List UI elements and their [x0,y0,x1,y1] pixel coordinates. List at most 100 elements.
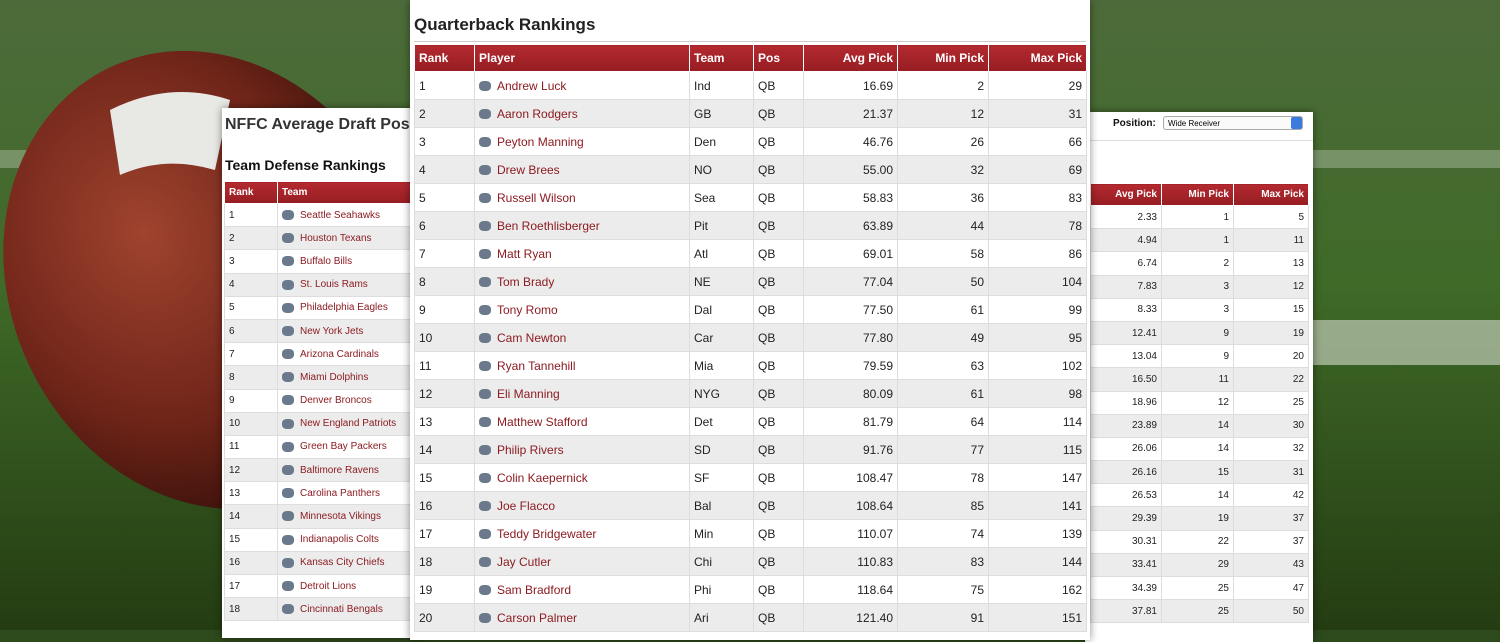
cell: 86 [988,239,1087,268]
name-link[interactable]: Colin Kaepernick [497,470,588,485]
name-link[interactable]: Peyton Manning [497,134,584,149]
name-link[interactable]: Detroit Lions [300,580,357,592]
table-row: 13.04 9 20 [1090,344,1309,369]
name-link[interactable]: Tom Brady [497,274,555,289]
table-row: 4 Drew Brees NO QB 55.00 32 69 [414,155,1087,184]
cell: 61 [897,379,989,408]
name-link[interactable]: Houston Texans [300,232,372,244]
cell: 69.01 [803,239,898,268]
column-header: Min Pick [897,44,989,72]
cell: 78 [897,463,989,492]
name-link[interactable]: Philip Rivers [497,442,564,457]
table-row: 26.53 14 42 [1090,483,1309,508]
name-link[interactable]: Ben Roethlisberger [497,218,600,233]
cell: QB [753,575,804,604]
cell: 3 [1161,274,1234,299]
cell: QB [753,155,804,184]
name-link[interactable]: Ryan Tannehill [497,358,576,373]
cell: 25 [1161,575,1234,601]
name-link[interactable]: New England Patriots [300,418,397,430]
name-link[interactable]: Teddy Bridgewater [497,526,597,541]
cell: 3 [414,127,475,156]
name-link[interactable]: Baltimore Ravens [300,464,379,476]
cell: Houston Texans [277,226,415,251]
cell: NO [689,155,754,184]
table-row: 19 Sam Bradford Phi QB 118.64 75 162 [414,575,1087,604]
cell: 9 [1161,320,1234,346]
cell: 22 [1233,367,1309,392]
column-header: Avg Pick [1090,183,1162,206]
name-link[interactable]: Carson Palmer [497,610,578,625]
name-link[interactable]: Sam Bradford [497,582,572,597]
cell: QB [753,379,804,408]
table-row: 29.39 19 37 [1090,506,1309,531]
name-link[interactable]: St. Louis Rams [300,279,368,291]
name-link[interactable]: Kansas City Chiefs [300,557,385,569]
name-link[interactable]: Tony Romo [497,302,558,317]
cell: 98 [988,379,1087,408]
cell: Seattle Seahawks [277,202,415,228]
name-link[interactable]: Cam Newton [497,330,567,345]
cell: 19 [1161,506,1234,531]
cell: 17 [414,519,475,548]
cell: SD [689,435,754,464]
team-logo [282,557,294,568]
cell: QB [753,491,804,520]
team-logo [479,501,491,512]
team-logo [282,465,294,476]
name-link[interactable]: Eli Manning [497,386,560,401]
cell: 69 [988,155,1087,184]
table-row: 26.06 14 32 [1090,436,1309,462]
name-link[interactable]: Andrew Luck [497,78,567,93]
name-link[interactable]: Denver Broncos [300,395,372,407]
cell: 12 [897,99,989,128]
name-link[interactable]: Miami Dolphins [300,371,369,383]
cell: 55.00 [803,155,898,184]
divider [414,41,1086,42]
cell: 108.47 [803,463,898,492]
table-row: 1 Andrew Luck Ind QB 16.69 2 29 [414,71,1087,100]
name-link[interactable]: Matthew Stafford [497,414,588,429]
name-link[interactable]: Russell Wilson [497,190,576,205]
cell: 85 [897,491,989,520]
team-logo [479,193,491,204]
table-row: 6.74 2 13 [1090,251,1309,276]
name-link[interactable]: Carolina Panthers [300,487,381,499]
cell: 83 [897,547,989,576]
name-link[interactable]: New York Jets [300,325,364,337]
cell: 83 [988,183,1087,212]
cell: 13 [414,407,475,436]
name-link[interactable]: Green Bay Packers [300,441,387,453]
cell: 13 [224,481,278,506]
cell: 16 [224,550,278,576]
cell: Sam Bradford [474,575,690,604]
name-link[interactable]: Minnesota Vikings [300,511,381,523]
name-link[interactable]: Cincinnati Bengals [300,603,383,615]
table-row: 13 Carolina Panthers [224,481,415,506]
name-link[interactable]: Buffalo Bills [300,255,353,267]
name-link[interactable]: Indianapolis Colts [300,534,379,546]
cell: 5 [414,183,475,212]
name-link[interactable]: Arizona Cardinals [300,348,379,360]
cell: St. Louis Rams [277,272,415,297]
table-row: 16 Kansas City Chiefs [224,550,415,576]
name-link[interactable]: Jay Cutler [497,554,552,569]
cell: Baltimore Ravens [277,458,415,483]
position-select[interactable]: Wide Receiver [1163,116,1303,130]
table-row: 8 Miami Dolphins [224,365,415,390]
cell: 9 [1161,344,1234,369]
cell: 1 [1161,228,1234,253]
name-link[interactable]: Seattle Seahawks [300,209,381,221]
cell: 13 [1233,251,1309,276]
name-link[interactable]: Philadelphia Eagles [300,302,388,314]
name-link[interactable]: Joe Flacco [497,498,556,513]
cell: 50 [897,267,989,296]
table-row: 3 Peyton Manning Den QB 46.76 26 66 [414,127,1087,156]
name-link[interactable]: Drew Brees [497,162,560,177]
name-link[interactable]: Matt Ryan [497,246,552,261]
table-row: 20 Carson Palmer Ari QB 121.40 91 151 [414,603,1087,632]
name-link[interactable]: Aaron Rodgers [497,106,578,121]
table-row: 8 Tom Brady NE QB 77.04 50 104 [414,267,1087,296]
cell: Aaron Rodgers [474,99,690,128]
cell: 8 [414,267,475,296]
